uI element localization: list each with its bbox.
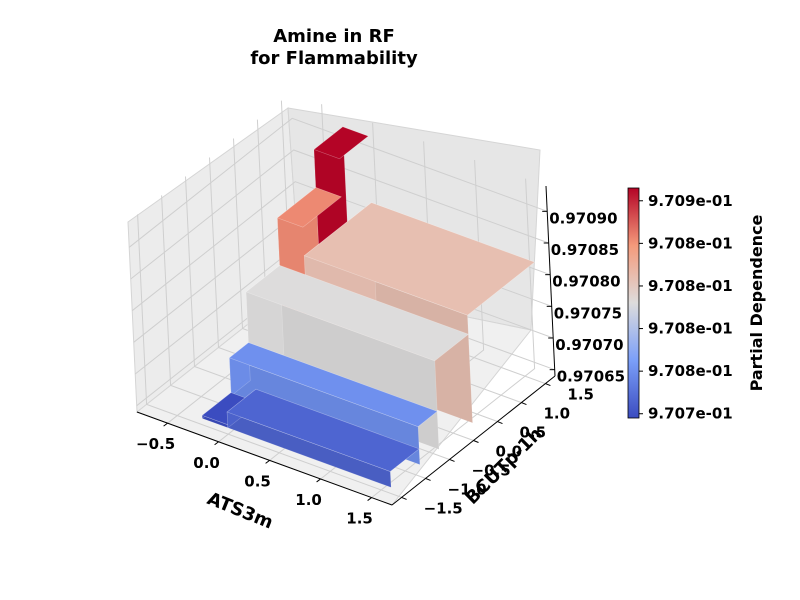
z-tick-label: 0.97080 xyxy=(552,273,620,291)
y-tick-label: 1.0 xyxy=(543,405,570,423)
colorbar-tick-label: 9.708e-01 xyxy=(648,362,733,380)
chart-title-line1: Amine in RF xyxy=(273,26,395,47)
x-axis-label: ATS3m xyxy=(204,488,276,533)
y-tick-label: −1.0 xyxy=(448,480,487,498)
colorbar-tick-label: 9.708e-01 xyxy=(648,320,733,338)
chart-title-line2: for Flammability xyxy=(250,48,418,69)
surface-block xyxy=(226,388,420,488)
x-tick-label: −0.5 xyxy=(136,435,175,453)
z-tick-label: 0.97065 xyxy=(557,368,625,386)
y-tick-label: 0.0 xyxy=(496,443,523,461)
x-tick-label: 1.0 xyxy=(295,491,322,509)
x-tick-label: 1.5 xyxy=(346,510,373,528)
y-tick-label: −1.5 xyxy=(424,499,463,517)
x-tick-labels: −0.5 0.0 0.5 1.0 1.5 xyxy=(136,422,373,528)
y-tick-labels: −1.5−1.0−0.50.00.51.01.5 xyxy=(401,383,594,517)
colorbar-tick-label: 9.707e-01 xyxy=(648,405,733,423)
colorbar-gradient xyxy=(627,187,640,419)
x-tick-label: 0.5 xyxy=(244,472,271,490)
colorbar-tick-label: 9.709e-01 xyxy=(648,192,733,210)
surface xyxy=(201,126,536,488)
x-tick-label: 0.0 xyxy=(193,454,220,472)
colorbar-tick-label: 9.708e-01 xyxy=(648,234,733,252)
z-tick-label: 0.97075 xyxy=(554,304,622,322)
z-tick-label: 0.97090 xyxy=(549,209,617,227)
z-tick-label: 0.97070 xyxy=(555,336,623,354)
colorbar-label: Partial Dependence xyxy=(747,214,766,391)
colorbar-tick-label: 9.708e-01 xyxy=(648,277,733,295)
z-tick-labels: 0.97065 0.97070 0.97075 0.97080 0.97085 0.970… xyxy=(542,209,625,386)
z-tick-label: 0.97085 xyxy=(551,241,619,259)
y-tick-label: −0.5 xyxy=(472,461,511,479)
y-tick-label: 1.5 xyxy=(567,386,594,404)
colorbar-ticks: 9.707e-01 9.708e-01 9.708e-01 9.708e-01 9.70… xyxy=(639,192,733,423)
colorbar: 9.707e-01 9.708e-01 9.708e-01 9.708e-01 9.70… xyxy=(627,187,766,423)
y-tick-label: 0.5 xyxy=(519,424,546,442)
